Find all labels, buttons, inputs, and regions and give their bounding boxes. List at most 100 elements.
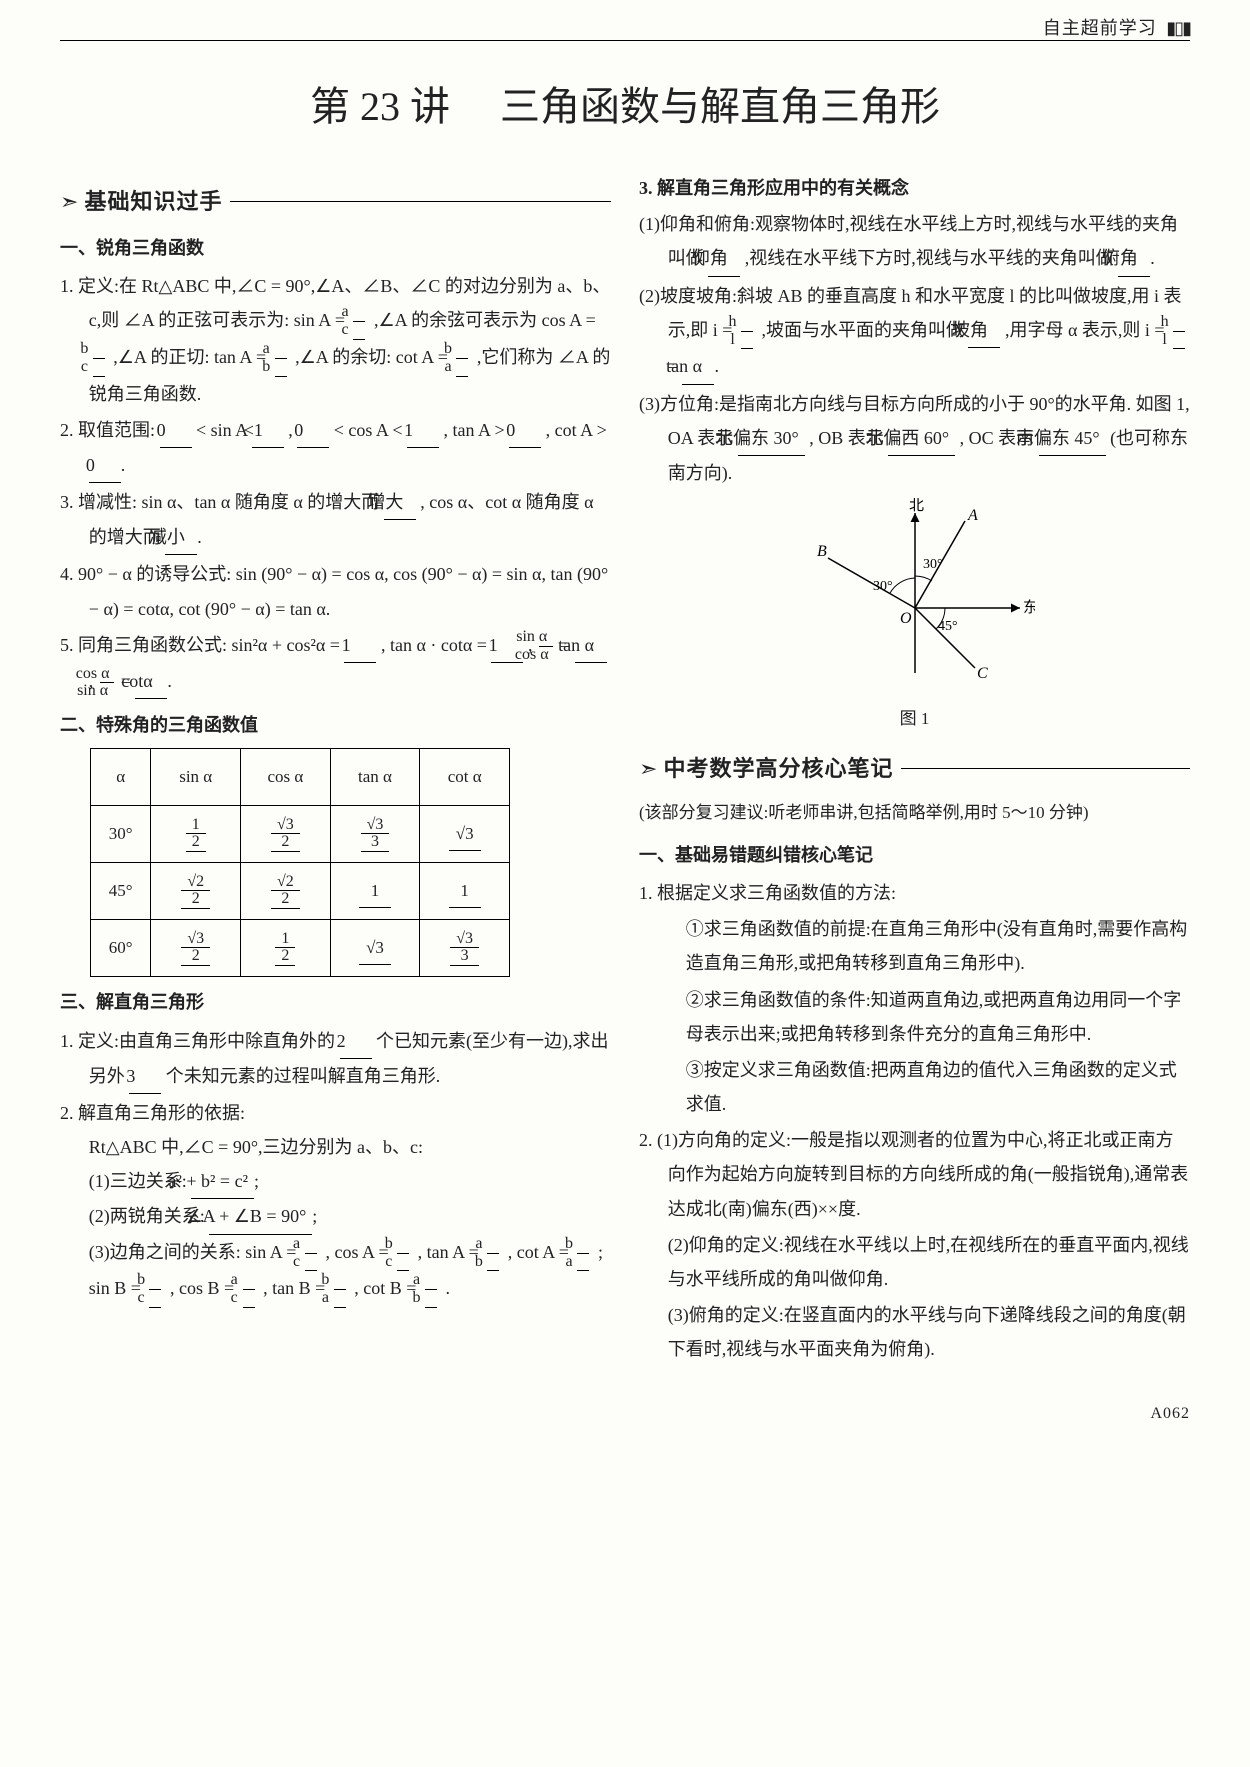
i2c: , [288, 420, 293, 440]
r45-a: 45° [91, 863, 151, 920]
lbl-east: 东 [1023, 599, 1035, 616]
compass-svg: 北 东 A B C O 30° 30° 45° [795, 498, 1035, 688]
i5b: , tan α · cotα = [381, 635, 487, 655]
r45-tan: 1 [330, 863, 420, 920]
b-tan-lo: 0 [509, 413, 541, 448]
page-title: 第 23 讲 三角函数与解直角三角形 [60, 69, 1190, 145]
p2b: ,坡面与水平面的夹角叫做 [761, 320, 964, 340]
page-number: A062 [60, 1399, 1190, 1429]
s3-2m: . [445, 1278, 450, 1298]
right-p2: (2)坡度坡角:斜坡 AB 的垂直高度 h 和水平宽度 l 的比叫做坡度,用 i… [639, 279, 1190, 385]
b-cot-lo: 0 [89, 448, 121, 483]
i1d: ,∠A 的正切: tan A = [113, 347, 266, 367]
s3-2f: , cos A = [325, 1242, 388, 1262]
blank-sinA: ac [353, 304, 365, 340]
section-a-rule [230, 201, 611, 202]
trig-row-45: 45° √22 √22 1 1 [91, 863, 510, 920]
compass-diagram: 北 东 A B C O 30° 30° 45° 图 1 [639, 498, 1190, 735]
th-sin: sin α [151, 749, 241, 806]
r60-cos: 12 [241, 920, 331, 977]
right-p1: (1)仰角和俯角:观察物体时,视线在水平线上方时,视线与水平线的夹角叫做 仰角 … [639, 207, 1190, 276]
title-name: 三角函数与解直角三角形 [500, 84, 940, 129]
title-pre: 第 [310, 84, 350, 129]
s3-2: 2. 解直角三角形的依据: Rt△ABC 中,∠C = 90°,三边分别为 a、… [60, 1096, 611, 1308]
left-item-2: 2. 取值范围: 0 < sin A <1 , 0 < cos A < 1 , … [60, 413, 611, 483]
lbl-A: A [967, 507, 978, 524]
s3-2b: Rt△ABC 中,∠C = 90°,三边分别为 a、b、c: [89, 1137, 423, 1157]
right-column: 3. 解直角三角形应用中的有关概念 (1)仰角和俯角:观察物体时,视线在水平线上… [639, 169, 1190, 1369]
s3-1c: 个未知元素的过程叫解直角三角形. [166, 1066, 441, 1086]
i3a: 3. 增减性: sin α、tan α 随角度 α 的增大而 [60, 492, 379, 512]
s3-2h: , cot A = [508, 1242, 569, 1262]
b5-1: 1 [344, 628, 376, 663]
n2a: 2. (1)方向角的定义:一般是指以观测者的位置为中心,将正北或正南方向作为起始… [639, 1123, 1190, 1226]
r60-sin: √32 [151, 920, 241, 977]
b-inc: 增大 [384, 485, 416, 520]
section-a-title: 基础知识过手 [84, 181, 222, 223]
uf-ab2: ab [425, 1272, 437, 1308]
b-tana: tan α [682, 349, 714, 384]
b5-tan: tan α [575, 628, 607, 663]
uf-hl2: hl [1173, 314, 1185, 350]
s3-b3: 3 [129, 1059, 161, 1094]
title-mid: 讲 [410, 84, 490, 129]
left-h2: 二、特殊角的三角函数值 [60, 708, 611, 742]
r60-tan: √3 [330, 920, 420, 977]
left-item-3: 3. 增减性: sin α、tan α 随角度 α 的增大而 增大 , cos … [60, 485, 611, 555]
s3-2k: , tan B = [263, 1278, 325, 1298]
n2b: (2)仰角的定义:视线在水平线以上时,在视线所在的垂直平面内,视线与水平线所成的… [639, 1228, 1190, 1296]
b-cos-lo: 0 [297, 413, 329, 448]
n1: 1. 根据定义求三角函数值的方法: [639, 876, 1190, 910]
lbl-30a: 30° [923, 557, 943, 572]
s3-b2: 2 [340, 1024, 372, 1059]
trig-row-30: 30° 12 √32 √33 √3 [91, 806, 510, 863]
blank-tanA: ab [275, 341, 287, 377]
right-h3a: 3. 解直角三角形应用中的有关概念 [639, 171, 1190, 205]
i2b: < sin A [196, 420, 247, 440]
uf-ab: ab [487, 1236, 499, 1272]
th-cot: cot α [420, 749, 510, 806]
trig-row-60: 60° √32 12 √3 √33 [91, 920, 510, 977]
blank-cotA: ba [456, 341, 468, 377]
left-h1: 一、锐角三角函数 [60, 231, 611, 265]
s3-2g: , tan A = [418, 1242, 479, 1262]
b5-cot: cotα [135, 664, 167, 699]
lbl-45: 45° [938, 619, 958, 634]
r30-cos: √32 [241, 806, 331, 863]
b-oc: 南偏东 45° [1039, 421, 1106, 456]
n2c: (3)俯角的定义:在竖直面内的水平线与向下递降线段之间的角度(朝下看时,视线与水… [639, 1298, 1190, 1366]
left-column: ➣ 基础知识过手 一、锐角三角函数 1. 定义:在 Rt△ABC 中,∠C = … [60, 169, 611, 1369]
note-paren: (该部分复习建议:听老师串讲,包括简略举例,用时 5～10 分钟) [639, 797, 1190, 829]
header-rule: 自主超前学习 ▮▯▮ [60, 40, 1190, 41]
b-pojiao: 坡角 [968, 313, 1000, 348]
i2d: < cos A < [334, 420, 403, 440]
th-cos: cos α [241, 749, 331, 806]
left-item-5: 5. 同角三角函数公式: sin²α + cos²α = 1 , tan α ·… [60, 628, 611, 700]
b-dec: 减小 [165, 520, 197, 555]
r30-sin: 12 [151, 806, 241, 863]
right-p3: (3)方位角:是指南北方向线与目标方向所成的小于 90°的水平角. 如图 1, … [639, 387, 1190, 491]
i2a: 2. 取值范围: [60, 420, 155, 440]
b-oa: 北偏东 30° [738, 421, 805, 456]
section-a-head: ➣ 基础知识过手 [60, 181, 611, 223]
r30-a: 30° [91, 806, 151, 863]
two-column-layout: ➣ 基础知识过手 一、锐角三角函数 1. 定义:在 Rt△ABC 中,∠C = … [60, 169, 1190, 1369]
p2c: ,用字母 α 表示,则 i = [1005, 320, 1165, 340]
b-sin-lo: 0 [160, 413, 192, 448]
lbl-C: C [977, 665, 988, 682]
i1c: ,∠A 的余弦可表示为 cos A = [374, 310, 596, 330]
n1c: ③按定义求三角函数值:把两直角边的值代入三角函数的定义式求值. [639, 1053, 1190, 1121]
section-b-rule [901, 768, 1190, 769]
trig-header-row: α sin α cos α tan α cot α [91, 749, 510, 806]
lbl-30b: 30° [873, 579, 893, 594]
i5a: 5. 同角三角函数公式: sin²α + cos²α = [60, 635, 340, 655]
i1b: sin A = [294, 310, 345, 330]
frac-cos-sin: cos αsin α [100, 666, 114, 701]
r30-cot: √3 [420, 806, 510, 863]
trig-table: α sin α cos α tan α cot α 30° 12 √32 √33… [90, 748, 510, 977]
s3-1: 1. 定义:由直角三角形中除直角外的 2 个已知元素(至少有一边),求出另外 3… [60, 1024, 611, 1094]
n1a: ①求三角函数值的前提:在直角三角形中(没有直角时,需要作高构造直角三角形,或把角… [639, 912, 1190, 980]
r60-a: 60° [91, 920, 151, 977]
r45-cos: √22 [241, 863, 331, 920]
uf-ac2: ac [243, 1272, 255, 1308]
